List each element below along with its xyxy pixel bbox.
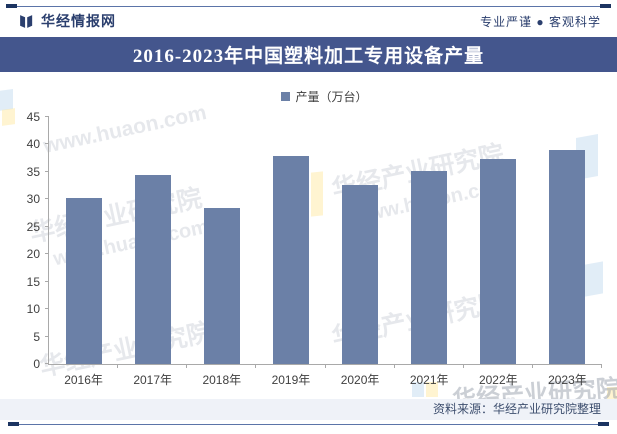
bar-band [49, 117, 118, 364]
bottom-rule [8, 424, 609, 425]
bar-band [326, 117, 395, 364]
y-axis-label: 45 [26, 110, 40, 124]
x-tick-mark [186, 364, 188, 368]
x-axis-label: 2020年 [340, 373, 380, 387]
chart-title: 2016-2023年中国塑料加工专用设备产量 [132, 46, 485, 67]
top-rule [6, 6, 611, 7]
x-tick-mark [324, 364, 326, 368]
bar-band [395, 117, 464, 364]
y-tick-mark [45, 335, 49, 337]
y-axis-label: 15 [26, 274, 40, 289]
y-tick-mark [45, 143, 49, 145]
x-tick-mark [255, 364, 257, 368]
bar-band [187, 117, 256, 364]
header: 华经情报网 专业严谨 ● 客观科学 [18, 11, 601, 31]
y-tick-mark [45, 363, 49, 364]
bar-2017年 [134, 175, 171, 364]
x-axis-label: 2019年 [271, 373, 311, 387]
bottom-rule-right-cap [598, 422, 609, 426]
x-axis-label: 2017年 [133, 373, 173, 387]
x-tick-mark [393, 364, 395, 368]
y-tick-mark [45, 308, 49, 310]
bar-2021年 [411, 170, 448, 364]
bar-2019年 [272, 155, 309, 364]
x-tick-mark [117, 364, 119, 368]
y-axis-label: 5 [33, 329, 40, 344]
x-axis-label: 2016年 [64, 373, 103, 387]
x-tick-mark [462, 364, 464, 368]
bar-2018年 [203, 207, 240, 364]
x-axis-label: 2022年 [478, 373, 518, 387]
top-rule-right-cap [600, 4, 611, 8]
watermark-shape [0, 88, 13, 112]
y-tick-mark [45, 253, 49, 255]
y-axis-label: 40 [26, 137, 40, 152]
bar-band [256, 117, 325, 364]
y-tick-mark [45, 116, 49, 117]
bar-band [118, 117, 187, 364]
y-tick-mark [45, 170, 49, 172]
title-band: 2016-2023年中国塑料加工专用设备产量 [0, 37, 617, 72]
y-axis-label: 20 [26, 247, 40, 262]
legend-label: 产量（万台） [295, 90, 368, 104]
x-tick-mark [531, 364, 533, 368]
bar-2020年 [342, 184, 379, 364]
x-tick-mark [601, 364, 602, 368]
legend-marker-icon [281, 92, 291, 101]
top-rule-left-cap [6, 4, 17, 8]
footer-band: 资料来源：华经产业研究院整理 [0, 399, 617, 420]
y-axis-label: 0 [33, 357, 40, 371]
bar-2023年 [549, 149, 586, 364]
bottom-rule-left-cap [8, 422, 19, 426]
y-tick-mark [45, 225, 49, 227]
watermark-shape [2, 108, 15, 126]
book-logo-icon [18, 13, 35, 30]
x-axis-label: 2018年 [202, 373, 242, 387]
x-axis-label: 2023年 [548, 373, 587, 387]
x-axis-label: 2021年 [409, 373, 449, 387]
chart-legend: 产量（万台） [48, 88, 601, 105]
y-axis-label: 25 [26, 219, 40, 234]
y-axis-label: 35 [26, 164, 40, 179]
site-name: 华经情报网 [41, 13, 116, 29]
bar-band [464, 117, 533, 364]
y-axis-label: 30 [26, 192, 40, 207]
header-slogan: 专业严谨 ● 客观科学 [480, 14, 601, 29]
bar-2016年 [65, 198, 102, 364]
brand: 华经情报网 [18, 11, 116, 31]
y-axis-label: 10 [26, 302, 40, 317]
y-tick-mark [45, 198, 49, 200]
bar-2022年 [480, 158, 517, 364]
plot-area: 2016年 2017年 2018年 2019年 2020年 2021年 2022年 2023年… [27, 110, 602, 387]
data-source-note: 资料来源：华经产业研究院整理 [432, 402, 601, 416]
y-tick-mark [45, 280, 49, 282]
bar-band [533, 117, 602, 364]
